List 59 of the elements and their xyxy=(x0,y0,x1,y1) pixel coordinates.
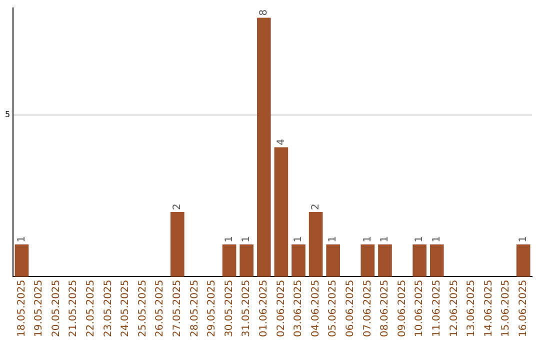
x-tick-label: 24.05.2025 xyxy=(120,280,132,338)
bar xyxy=(170,212,184,277)
x-tick-label: 13.06.2025 xyxy=(466,280,478,338)
x-tick-label: 11.06.2025 xyxy=(431,280,442,338)
x-tick-label: 12.06.2025 xyxy=(448,280,460,338)
data-label: 4 xyxy=(276,138,287,146)
bar xyxy=(256,18,271,277)
x-tick-label: 28.05.2025 xyxy=(189,280,200,338)
data-label: 1 xyxy=(16,236,28,242)
bar xyxy=(222,244,236,277)
data-label: 1 xyxy=(362,236,374,242)
x-tick-label: 25.05.2025 xyxy=(137,280,148,338)
data-label: 2 xyxy=(172,204,184,210)
x-tick-label: 23.05.2025 xyxy=(102,280,114,338)
y-tick-label: 5 xyxy=(4,110,10,119)
bar xyxy=(430,244,444,277)
bar xyxy=(412,244,426,277)
x-tick-label: 14.06.2025 xyxy=(483,280,494,338)
x-tick-label: 15.06.2025 xyxy=(500,280,512,338)
x-tick-label: 18.05.2025 xyxy=(16,280,28,338)
bar xyxy=(240,244,254,277)
x-tick-label: 20.05.2025 xyxy=(50,280,62,338)
x-tick-label: 06.06.2025 xyxy=(344,280,356,338)
bar xyxy=(360,244,375,277)
data-label: 1 xyxy=(293,236,304,242)
data-label: 8 xyxy=(258,9,270,16)
bar xyxy=(516,244,530,277)
x-tick-label: 10.06.2025 xyxy=(414,280,426,338)
bar xyxy=(308,212,323,277)
x-tick-label: 01.06.2025 xyxy=(258,280,270,338)
bar xyxy=(326,244,340,277)
x-tick-label: 21.05.2025 xyxy=(68,280,80,338)
x-tick-label: 02.06.2025 xyxy=(276,280,287,338)
data-label: 1 xyxy=(431,236,442,242)
data-label: 1 xyxy=(414,236,426,242)
bar xyxy=(274,147,288,277)
x-tick-label: 07.06.2025 xyxy=(362,280,374,338)
x-tick-label: 03.06.2025 xyxy=(293,280,304,338)
data-label: 2 xyxy=(310,204,322,210)
x-tick-label: 27.05.2025 xyxy=(172,280,184,338)
x-tick-label: 29.05.2025 xyxy=(206,280,218,338)
x-tick-label: 09.06.2025 xyxy=(396,280,408,338)
data-label: 1 xyxy=(518,236,529,242)
bar xyxy=(292,244,306,277)
x-tick-label: 08.06.2025 xyxy=(380,280,391,338)
x-tick-label: 22.05.2025 xyxy=(86,280,97,338)
x-tick-label: 26.05.2025 xyxy=(154,280,166,338)
x-tick-label: 16.06.2025 xyxy=(518,280,529,338)
bar xyxy=(378,244,392,277)
bar xyxy=(14,244,29,277)
data-label: 1 xyxy=(328,236,339,242)
data-label: 1 xyxy=(224,236,235,242)
x-tick-label: 31.05.2025 xyxy=(241,280,252,338)
data-label: 1 xyxy=(241,236,252,242)
x-tick-label: 05.06.2025 xyxy=(328,280,339,338)
x-tick-label: 30.05.2025 xyxy=(224,280,235,338)
data-label: 1 xyxy=(380,236,391,242)
x-tick-label: 19.05.2025 xyxy=(34,280,45,338)
x-tick-label: 04.06.2025 xyxy=(310,280,322,338)
